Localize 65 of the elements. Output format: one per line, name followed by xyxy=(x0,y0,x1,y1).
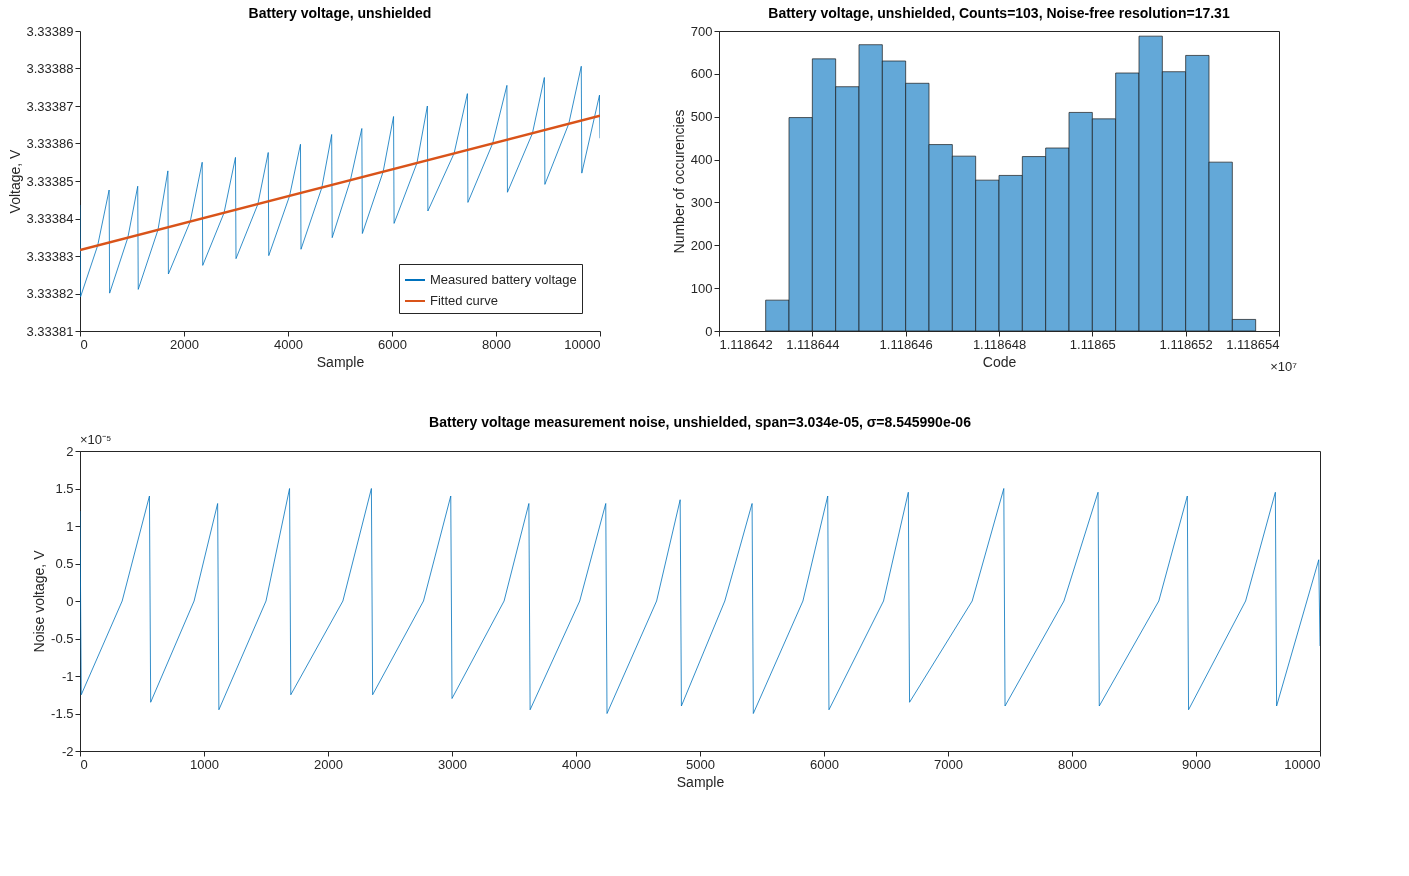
y-tick-label: -1 xyxy=(61,668,74,684)
y-tick-label: 3.33388 xyxy=(26,61,74,76)
y-tick-label: -2 xyxy=(61,743,74,759)
y-tick-label: 0 xyxy=(705,323,713,339)
y-tick-label: 0.5 xyxy=(55,556,74,571)
x-tick-label: 1.118644 xyxy=(786,336,840,352)
x-tick-label: 8000 xyxy=(1058,756,1087,772)
x-tick-label: 10000 xyxy=(564,336,601,352)
y-tick-label: 3.33382 xyxy=(26,286,74,301)
x-tick-label: 6000 xyxy=(810,756,839,772)
x-tick-label: 5000 xyxy=(686,756,715,772)
x-tick-label: 1.11865 xyxy=(1069,336,1116,352)
y-tick-label: 0 xyxy=(66,593,74,609)
x-axis-title: Code xyxy=(982,353,1017,370)
y-tick-label: 200 xyxy=(690,237,713,253)
y-tick-label: 300 xyxy=(690,194,713,210)
x-tick-label: 1.118648 xyxy=(972,336,1027,352)
line-series xyxy=(80,65,600,298)
chart-title: Battery voltage measurement noise, unshielded, span=3.034e-05, σ=8.545990e-06 xyxy=(429,414,972,430)
y-tick-label: 3.33385 xyxy=(26,173,74,189)
text: ×10⁻⁵ xyxy=(80,432,112,447)
x-tick-label: 4000 xyxy=(274,336,303,352)
y-tick-label: 100 xyxy=(690,280,713,296)
y-tick-label: -0.5 xyxy=(51,631,74,646)
y-axis-title: Noise voltage, V xyxy=(31,549,48,653)
y-tick-label: 400 xyxy=(690,152,713,168)
x-tick-label: 0 xyxy=(80,756,88,772)
x-tick-label: 6000 xyxy=(378,336,407,352)
text: ×10⁷ xyxy=(1270,359,1298,374)
x-tick-label: 8000 xyxy=(482,336,511,352)
y-tick-label: 500 xyxy=(690,109,713,125)
x-tick-label: 4000 xyxy=(562,756,591,772)
x-tick-label: 1.118642 xyxy=(719,336,773,352)
x-tick-label: 9000 xyxy=(1182,756,1211,772)
y-axis-title: Number of occurencies xyxy=(670,109,687,254)
y-tick-label: 3.33381 xyxy=(26,323,74,339)
x-tick-label: 0 xyxy=(80,336,88,352)
x-tick-label: 1.118654 xyxy=(1226,336,1280,352)
legend-label: Fitted curve xyxy=(430,293,498,308)
y-tick-label: 3.33387 xyxy=(26,98,74,114)
y-tick-label: -1.5 xyxy=(51,706,74,721)
chart-title: Battery voltage, unshielded xyxy=(248,5,432,21)
x-tick-label: 3000 xyxy=(438,756,467,772)
x-axis-title: Sample xyxy=(316,353,365,370)
x-tick-label: 1000 xyxy=(190,756,219,772)
x-tick-label: 10000 xyxy=(1284,756,1321,772)
x-tick-label: 2000 xyxy=(314,756,343,772)
chart-title: Battery voltage, unshielded, Counts=103, Noise-free resolution=17.31 xyxy=(768,5,1230,21)
y-tick-label: 3.33386 xyxy=(26,136,74,151)
y-tick-label: 2 xyxy=(66,443,74,459)
legend-label: Measured battery voltage xyxy=(430,272,577,287)
y-tick-label: 3.33383 xyxy=(26,248,74,264)
y-tick-label: 700 xyxy=(690,23,713,39)
x-axis-title: Sample xyxy=(676,773,725,790)
x-tick-label: 1.118646 xyxy=(879,336,933,352)
y-tick-label: 1.5 xyxy=(55,481,74,496)
x-tick-label: 1.118652 xyxy=(1159,336,1213,352)
x-tick-label: 7000 xyxy=(934,756,963,772)
y-axis-title: Voltage, V xyxy=(6,148,23,214)
x-tick-label: 2000 xyxy=(170,336,199,352)
y-tick-label: 3.33384 xyxy=(26,211,74,226)
line-series xyxy=(80,488,1320,714)
y-tick-label: 3.33389 xyxy=(26,23,74,39)
y-tick-label: 600 xyxy=(690,66,713,82)
y-tick-label: 1 xyxy=(66,518,74,534)
